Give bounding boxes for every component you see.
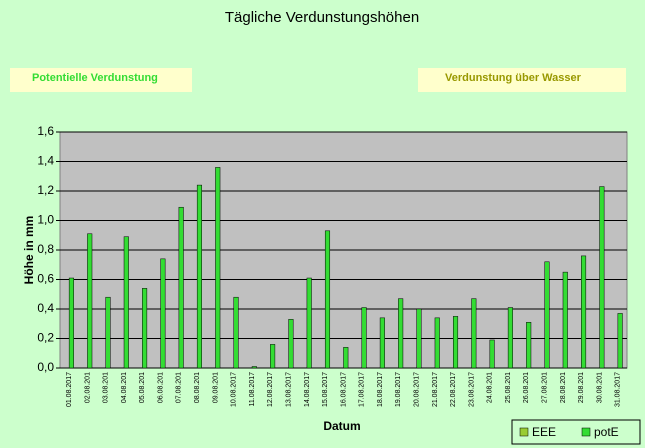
x-tick-label: 07.08.201 xyxy=(176,372,183,403)
legend xyxy=(511,419,641,445)
chart-title: Tägliche Verdunstungshöhen xyxy=(225,9,419,26)
bar xyxy=(215,167,221,369)
y-tick-label: 0,8 xyxy=(37,242,54,256)
x-tick-label: 02.08.201 xyxy=(84,372,91,403)
x-tick-label: 30.08.201 xyxy=(596,372,603,403)
x-tick-label: 18.08.2017 xyxy=(377,372,384,407)
bar xyxy=(324,230,331,369)
legend-swatch xyxy=(581,427,591,437)
bar xyxy=(123,236,129,369)
bar xyxy=(581,255,587,369)
x-tick-label: 24.08.201 xyxy=(487,372,494,403)
annotation-box xyxy=(418,68,626,92)
bar xyxy=(251,366,257,369)
y-tick-label: 1,2 xyxy=(37,183,54,197)
x-tick-label: 25.08.201 xyxy=(505,372,512,403)
bar xyxy=(562,271,568,369)
x-tick-label: 29.08.201 xyxy=(578,372,585,403)
x-tick-label: 11.08.2017 xyxy=(249,372,256,407)
x-tick-label: 19.08.2017 xyxy=(395,372,402,407)
bar xyxy=(379,317,385,369)
annotation: Verdunstung über Wasser xyxy=(445,72,582,84)
y-tick-label: 0,0 xyxy=(37,360,54,374)
x-tick-label: 26.08.201 xyxy=(523,372,530,403)
bar xyxy=(617,313,623,369)
x-axis-label: Datum xyxy=(323,419,360,433)
bar xyxy=(599,186,605,369)
bar xyxy=(87,233,93,369)
x-tick-label: 01.08.2017 xyxy=(66,372,73,407)
bar xyxy=(306,277,312,369)
x-tick-label: 04.08.201 xyxy=(121,372,128,403)
x-tick-label: 16.08.2017 xyxy=(340,372,347,407)
annotation-box xyxy=(10,68,192,92)
x-tick-label: 23.08.2017 xyxy=(468,372,475,407)
bar xyxy=(68,277,74,369)
x-tick-label: 22.08.2017 xyxy=(450,372,457,407)
bar xyxy=(544,261,550,369)
legend-label: EEE xyxy=(532,425,556,439)
x-tick-label: 17.08.2017 xyxy=(359,372,366,407)
x-tick-label: 08.08.201 xyxy=(194,372,201,403)
y-tick-label: 0,2 xyxy=(37,331,54,345)
bar xyxy=(526,322,532,369)
bar xyxy=(416,308,422,369)
bar xyxy=(196,184,202,369)
x-tick-label: 05.08.201 xyxy=(139,372,146,403)
x-tick-label: 27.08.201 xyxy=(542,372,549,403)
legend-swatch xyxy=(519,427,529,437)
y-tick-label: 0,6 xyxy=(37,272,54,286)
y-axis-label: Höhe in mm xyxy=(22,216,36,285)
bar xyxy=(343,347,349,369)
bar xyxy=(142,288,148,369)
bar xyxy=(233,296,239,369)
bar xyxy=(361,307,367,369)
bar xyxy=(105,296,111,369)
x-tick-label: 28.08.201 xyxy=(560,372,567,403)
x-tick-label: 10.08.2017 xyxy=(231,372,238,407)
bar xyxy=(471,298,477,369)
bar xyxy=(270,344,276,369)
bar xyxy=(434,317,440,369)
y-tick-label: 1,6 xyxy=(37,124,54,138)
bar xyxy=(489,339,495,369)
x-tick-label: 12.08.2017 xyxy=(267,372,274,407)
x-tick-label: 14.08.2017 xyxy=(304,372,311,407)
bar xyxy=(452,316,459,369)
bar xyxy=(178,206,184,369)
x-tick-label: 09.08.201 xyxy=(212,372,219,403)
x-tick-label: 20.08.2017 xyxy=(414,372,421,407)
x-tick-label: 13.08.2017 xyxy=(285,372,292,407)
bar xyxy=(507,307,513,369)
x-tick-label: 06.08.201 xyxy=(157,372,164,403)
x-tick-label: 15.08.2017 xyxy=(322,372,329,407)
x-tick-label: 31.08.2017 xyxy=(615,372,622,407)
x-tick-label: 21.08.2017 xyxy=(432,372,439,407)
x-tick-label: 03.08.201 xyxy=(103,372,110,403)
y-tick-label: 1,4 xyxy=(37,154,54,168)
bar xyxy=(398,298,404,369)
y-tick-label: 0,4 xyxy=(37,301,54,315)
bar xyxy=(288,319,294,369)
bar xyxy=(160,258,166,369)
legend-label: potE xyxy=(594,425,619,439)
y-tick-label: 1,0 xyxy=(37,213,54,227)
annotation: Potentielle Verdunstung xyxy=(32,72,158,84)
